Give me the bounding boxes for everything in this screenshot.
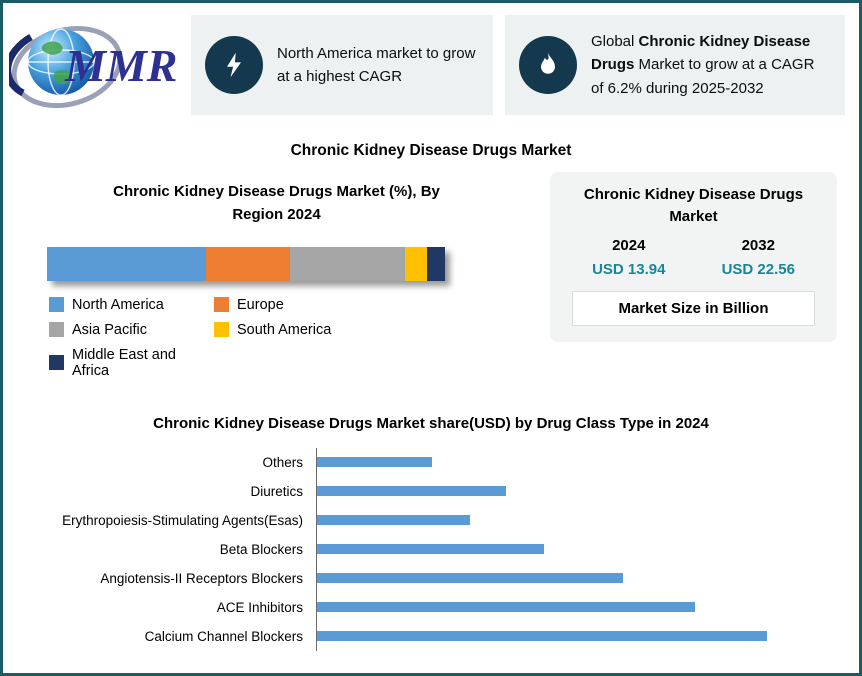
drug-class-chart: Chronic Kidney Disease Drugs Market shar… <box>3 415 859 651</box>
market-size-box: Chronic Kidney Disease Drugs Market 2024… <box>550 172 837 342</box>
middle-section: Chronic Kidney Disease Drugs Market (%),… <box>3 170 859 379</box>
market-value-2032: USD 22.56 <box>721 260 795 278</box>
bar-calcium-channel-blockers <box>317 631 767 641</box>
bar-category-label: Others <box>262 454 303 470</box>
market-values: USD 13.94 USD 22.56 <box>564 261 823 278</box>
lightning-icon <box>205 36 263 94</box>
bar-angiotensis-ii-receptors-blockers <box>317 573 623 583</box>
legend-item-south-america: South America <box>214 322 444 338</box>
legend-item-middle-east-and-africa: Middle East and Africa <box>49 347 214 379</box>
callout-global-cagr-text: Global Chronic Kidney Disease Drugs Mark… <box>591 30 831 100</box>
legend-item-asia-pacific: Asia Pacific <box>49 322 214 338</box>
region-legend: North America Europe Asia Pacific South Ame… <box>49 297 534 379</box>
drug-chart-title: Chronic Kidney Disease Drugs Market shar… <box>153 414 709 432</box>
flame-icon <box>519 36 577 94</box>
callout-north-america-text: North America market to grow at a highes… <box>277 44 476 85</box>
legend-label: Middle East and Africa <box>72 346 176 379</box>
bar-diuretics <box>317 486 506 496</box>
region-stacked-bar <box>47 246 445 281</box>
legend-item-north-america: North America <box>49 297 214 313</box>
legend-swatch <box>214 297 229 312</box>
legend-label: South America <box>237 321 332 338</box>
bar-row-beta-blockers: Beta Blockers <box>11 534 833 564</box>
market-year-2032: 2032 <box>741 236 775 254</box>
legend-swatch <box>49 355 64 370</box>
bar-track <box>316 476 833 506</box>
bar-category-label: Calcium Channel Blockers <box>144 628 303 644</box>
bar-track <box>316 534 833 564</box>
header: MMR North America market to grow at a hi… <box>3 3 859 115</box>
bar-row-angiotensis-ii-receptors-blockers: Angiotensis-II Receptors Blockers <box>11 563 833 593</box>
market-years: 2024 2032 <box>564 237 823 254</box>
bar-erythropoiesis-stimulating-agents-esas <box>317 515 470 525</box>
market-unit-label: Market Size in Billion <box>571 290 816 326</box>
bar-track <box>316 505 833 535</box>
bar-row-erythropoiesis-stimulating-agents-esas: Erythropoiesis-Stimulating Agents(Esas) <box>11 505 833 535</box>
bar-row-others: Others <box>11 447 833 477</box>
legend-swatch <box>49 297 64 312</box>
bar-ace-inhibitors <box>317 602 695 612</box>
market-box-title: Chronic Kidney Disease Drugs Market <box>583 186 804 225</box>
legend-swatch <box>214 322 229 337</box>
market-value-2024: USD 13.94 <box>592 260 666 278</box>
region-segment-north-america <box>47 246 207 281</box>
bar-category-label: Beta Blockers <box>219 541 303 557</box>
bar-track <box>316 447 833 477</box>
callout-north-america: North America market to grow at a highes… <box>191 15 493 115</box>
callout-text-bold: Chronic Kidney Disease Drugs <box>591 33 811 74</box>
callout-text-suffix: Market to grow at a CAGR of 6.2% during … <box>591 56 815 97</box>
legend-label: Europe <box>237 296 284 313</box>
bar-track <box>316 592 833 622</box>
callout-text-prefix: Global <box>591 33 639 51</box>
bar-category-label: Erythropoiesis-Stimulating Agents(Esas) <box>62 512 303 528</box>
region-chart-title: Chronic Kidney Disease Drugs Market (%),… <box>113 183 440 224</box>
bar-row-ace-inhibitors: ACE Inhibitors <box>11 592 833 622</box>
region-segment-middle-east-and-africa <box>427 246 445 281</box>
bar-category-label: Diuretics <box>250 483 303 499</box>
region-chart: Chronic Kidney Disease Drugs Market (%),… <box>19 170 534 379</box>
callout-global-cagr: Global Chronic Kidney Disease Drugs Mark… <box>505 15 845 115</box>
bar-category-label: Angiotensis-II Receptors Blockers <box>100 570 303 586</box>
mmr-logo: MMR <box>9 15 179 115</box>
bar-others <box>317 457 432 467</box>
bar-track <box>316 621 833 651</box>
bar-beta-blockers <box>317 544 544 554</box>
region-segment-europe <box>206 246 290 281</box>
legend-item-europe: Europe <box>214 297 444 313</box>
logo-text: MMR <box>64 40 177 91</box>
mmr-logo-graphic: MMR <box>9 25 177 109</box>
legend-swatch <box>49 322 64 337</box>
bar-row-diuretics: Diuretics <box>11 476 833 506</box>
region-segment-south-america <box>405 246 428 281</box>
market-year-2024: 2024 <box>612 236 646 254</box>
legend-label: North America <box>72 296 164 313</box>
drug-chart-rows: Others Diuretics Erythropoiesis-Stimulatin… <box>11 447 833 651</box>
page-title: Chronic Kidney Disease Drugs Market <box>290 142 572 159</box>
legend-label: Asia Pacific <box>72 321 147 338</box>
bar-track <box>316 563 833 593</box>
bar-row-calcium-channel-blockers: Calcium Channel Blockers <box>11 621 833 651</box>
bar-category-label: ACE Inhibitors <box>216 599 303 615</box>
region-segment-asia-pacific <box>289 246 406 281</box>
